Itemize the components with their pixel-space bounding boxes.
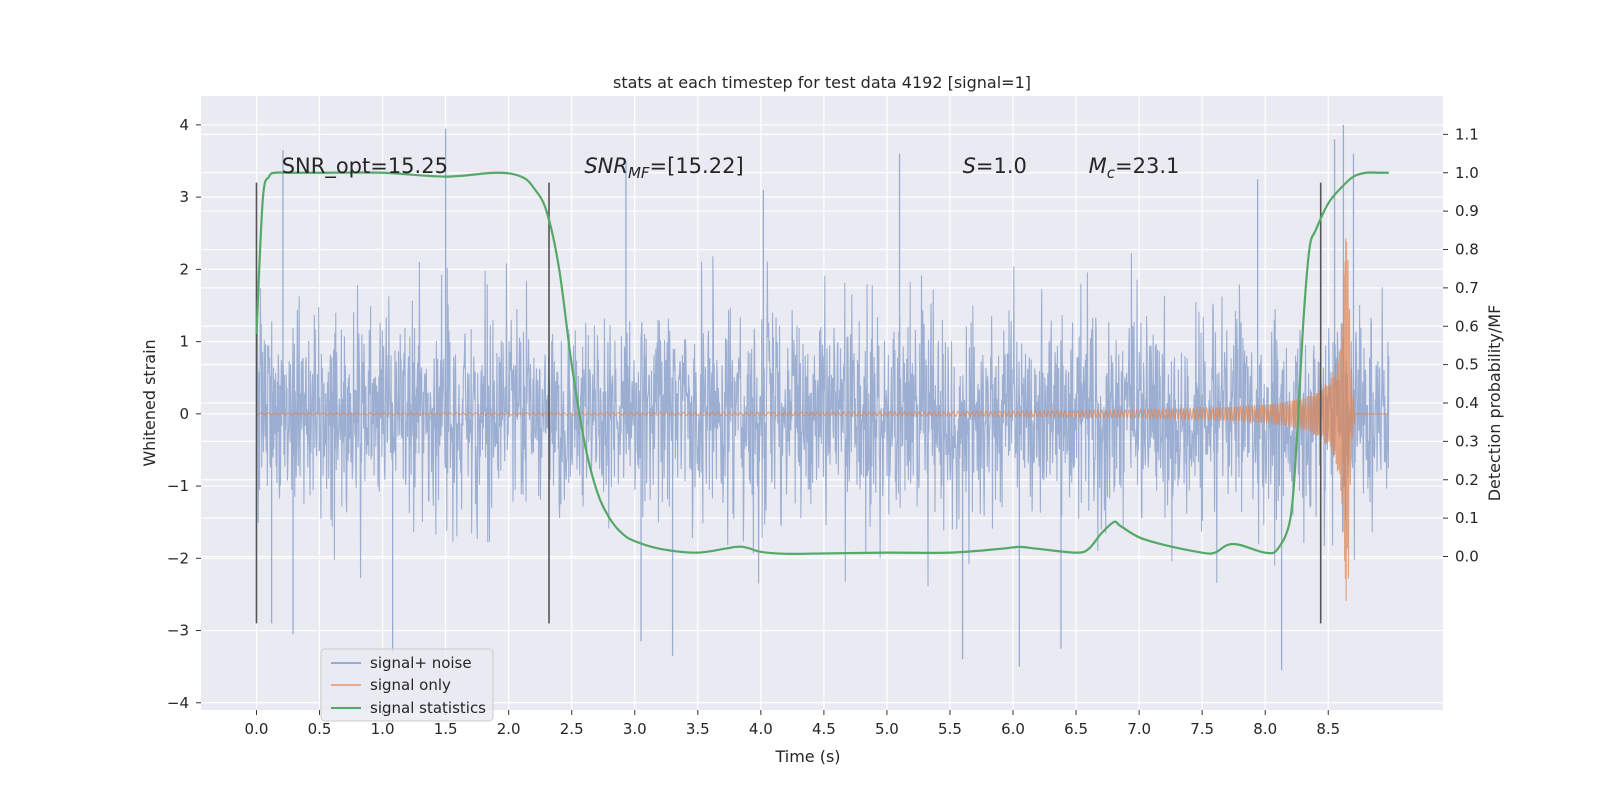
signal-statistics-series — [255, 171, 1389, 555]
signal-noise-line — [255, 253, 1390, 586]
annotations: SNR_opt=15.25 SNRMF=[15.22] S=1.0 Mc=23.1 — [282, 154, 1180, 182]
y-tick-label: −3 — [167, 622, 189, 640]
y-tick-label: 3 — [179, 188, 189, 206]
x-tick-label: 6.0 — [1001, 720, 1025, 738]
right-y-tick-label: 0.0 — [1455, 548, 1479, 566]
x-tick-label: 8.0 — [1253, 720, 1277, 738]
legend-box — [320, 648, 494, 722]
chart-title: stats at each timestep for test data 419… — [613, 73, 1031, 92]
right-y-tick-label: 0.2 — [1455, 471, 1479, 489]
x-axis-title: Time (s) — [774, 747, 840, 766]
y-gridlines — [201, 124, 1443, 704]
x-tick-label: 4.5 — [812, 720, 836, 738]
x-tick-label: 4.0 — [749, 720, 773, 738]
x-tick-label: 0.0 — [245, 720, 269, 738]
x-tick-label: 3.0 — [623, 720, 647, 738]
right-y-tick-label: 1.1 — [1455, 125, 1479, 143]
annotation-label: Mc=23.1 — [1089, 154, 1180, 182]
right-y-tick-label: 1.0 — [1455, 164, 1479, 182]
right-y-tick-label: 0.3 — [1455, 432, 1479, 450]
segment-markers — [255, 182, 1322, 624]
legend-label-noise: signal+ noise — [370, 654, 472, 672]
right-y-tick-label: 0.1 — [1455, 509, 1479, 527]
x-tick-label: 0.5 — [308, 720, 332, 738]
x-tick-label: 1.5 — [434, 720, 458, 738]
x-axis-ticks: 0.0 0.5 1.0 1.5 2.0 2.5 3.0 3.5 4.0 4.5 5.0 5.5 6.0 6… — [245, 710, 1340, 738]
y-tick-label: −2 — [167, 549, 189, 567]
right-y-tick-label: 0.4 — [1455, 394, 1479, 412]
x-tick-label: 6.5 — [1064, 720, 1088, 738]
signal-only-series — [256, 238, 1389, 601]
annotation-label: SNR_opt=15.25 — [282, 154, 448, 179]
right-y-axis-ticks: 1.1 1.0 0.9 0.8 0.7 0.6 0.5 0.4 0.3 0.2 0.1 0.0 — [1443, 125, 1479, 566]
x-tick-label: 5.5 — [938, 720, 962, 738]
y-tick-label: 2 — [179, 260, 189, 278]
right-y-axis-title: Detection probability/MF — [1485, 305, 1504, 502]
y-tick-label: 0 — [179, 405, 189, 423]
y-axis-title: Whitened strain — [140, 339, 159, 466]
right-y-tick-label: 0.8 — [1455, 241, 1479, 259]
y-tick-label: −4 — [167, 694, 189, 712]
x-tick-label: 3.5 — [686, 720, 710, 738]
x-tick-label: 8.5 — [1316, 720, 1340, 738]
signal-only-line — [256, 238, 1389, 601]
x-tick-label: 1.0 — [371, 720, 395, 738]
right-y-tick-label: 0.6 — [1455, 317, 1479, 335]
legend: signal+ noise signal only signal statist… — [320, 648, 494, 722]
x-tick-label: 2.5 — [560, 720, 584, 738]
x-tick-label: 5.0 — [875, 720, 899, 738]
right-y-tick-label: 0.7 — [1455, 279, 1479, 297]
legend-label-stats: signal statistics — [370, 699, 486, 717]
y-tick-label: −1 — [167, 477, 189, 495]
right-y-tick-label: 0.5 — [1455, 356, 1479, 374]
signal-statistics-line — [255, 171, 1389, 555]
y-tick-label: 1 — [179, 333, 189, 351]
annotation-label: SNRMF=[15.22] — [584, 154, 743, 182]
annotation-label: S=1.0 — [963, 154, 1027, 178]
x-tick-label: 2.0 — [497, 720, 521, 738]
y-tick-label: 4 — [179, 116, 189, 134]
x-tick-label: 7.0 — [1127, 720, 1151, 738]
legend-label-signal: signal only — [370, 676, 451, 694]
right-y-tick-label: 0.9 — [1455, 202, 1479, 220]
y-axis-ticks: 4 3 2 1 0 −1 −2 −3 −4 — [167, 116, 201, 712]
x-tick-label: 7.5 — [1190, 720, 1214, 738]
